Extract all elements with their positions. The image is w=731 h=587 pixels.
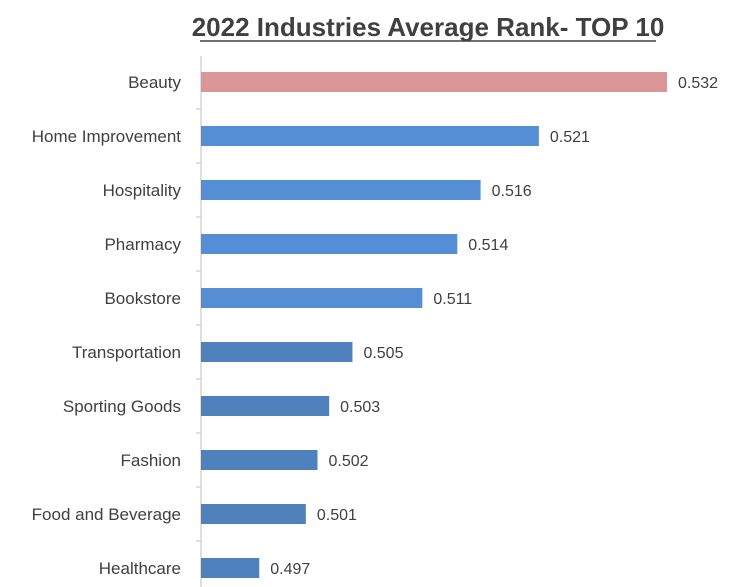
bar-hospitality [201,180,481,200]
data-label: 0.511 [433,291,472,308]
category-label: Transportation [72,343,181,362]
bar-healthcare [201,558,260,578]
category-label: Healthcare [99,559,181,578]
bar-fashion [201,450,318,470]
chart-title: 2022 Industries Average Rank- TOP 10 [192,12,665,42]
category-label: Sporting Goods [63,397,181,416]
category-label: Home Improvement [32,127,182,146]
chart-plot-area: Beauty 0.532 Home Improvement 0.521 Hospital… [32,56,718,587]
data-label: 0.497 [270,561,310,578]
data-label: 0.501 [317,507,357,524]
bar-bookstore [201,288,423,308]
category-label: Hospitality [103,181,182,200]
category-label: Beauty [128,73,181,92]
category-label: Food and Beverage [32,505,181,524]
bar-transportation [201,342,353,362]
data-label: 0.514 [468,237,508,254]
category-label: Fashion [121,451,181,470]
data-label: 0.516 [492,183,532,200]
data-label: 0.502 [329,453,369,470]
bar-food-and-beverage [201,504,306,524]
data-label: 0.505 [363,345,403,362]
bar-pharmacy [201,234,458,254]
bar-beauty [201,72,667,92]
data-label: 0.503 [340,399,380,416]
category-label: Bookstore [104,289,181,308]
bar-home-improvement [201,126,539,146]
data-label: 0.532 [678,75,718,92]
category-label: Pharmacy [104,235,181,254]
bar-sporting-goods [201,396,330,416]
data-label: 0.521 [550,129,590,146]
